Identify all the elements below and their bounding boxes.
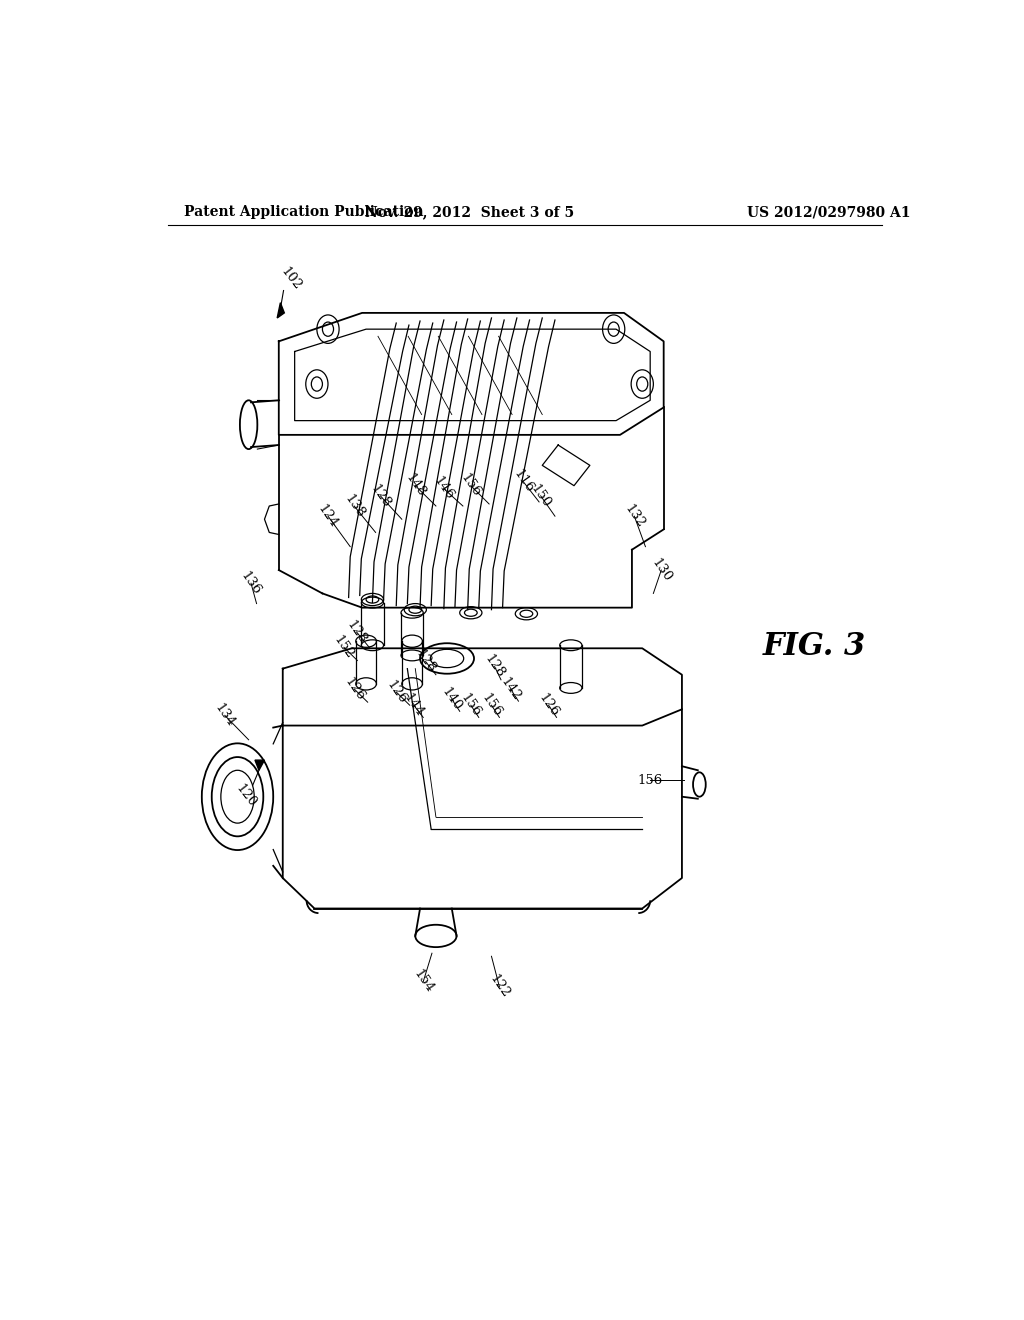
Text: FIG. 3: FIG. 3 [763,631,866,661]
Text: 144: 144 [401,692,426,719]
Text: 146: 146 [431,475,457,503]
Text: 134: 134 [212,701,238,730]
Text: Nov. 29, 2012  Sheet 3 of 5: Nov. 29, 2012 Sheet 3 of 5 [365,206,573,219]
Text: 154: 154 [411,968,436,995]
Polygon shape [278,302,285,318]
Text: 128: 128 [482,652,507,681]
Text: 102: 102 [278,264,303,292]
Text: 132: 132 [622,502,647,531]
Text: 116: 116 [511,467,536,496]
Text: Patent Application Publication: Patent Application Publication [183,206,423,219]
Text: 140: 140 [439,685,464,713]
Text: 136: 136 [239,569,263,598]
Polygon shape [255,760,264,771]
Text: 138: 138 [342,492,367,520]
Text: 148: 148 [402,471,428,500]
Text: 124: 124 [315,502,341,531]
Text: 126: 126 [536,692,561,719]
Text: 142: 142 [498,675,523,704]
Text: 152: 152 [332,634,356,661]
Text: 126: 126 [384,678,409,706]
Text: 128: 128 [344,618,369,645]
Text: 122: 122 [486,973,512,1001]
Text: US 2012/0297980 A1: US 2012/0297980 A1 [748,206,910,219]
Text: 126: 126 [342,675,367,704]
Text: 120: 120 [232,781,258,809]
Text: 128: 128 [368,482,393,510]
Text: 150: 150 [528,482,553,510]
Text: 156: 156 [638,774,663,787]
Text: 128: 128 [413,648,438,676]
Text: 156: 156 [459,471,483,500]
Text: 156: 156 [459,692,483,719]
Text: 156: 156 [479,692,504,719]
Text: 130: 130 [649,556,674,585]
